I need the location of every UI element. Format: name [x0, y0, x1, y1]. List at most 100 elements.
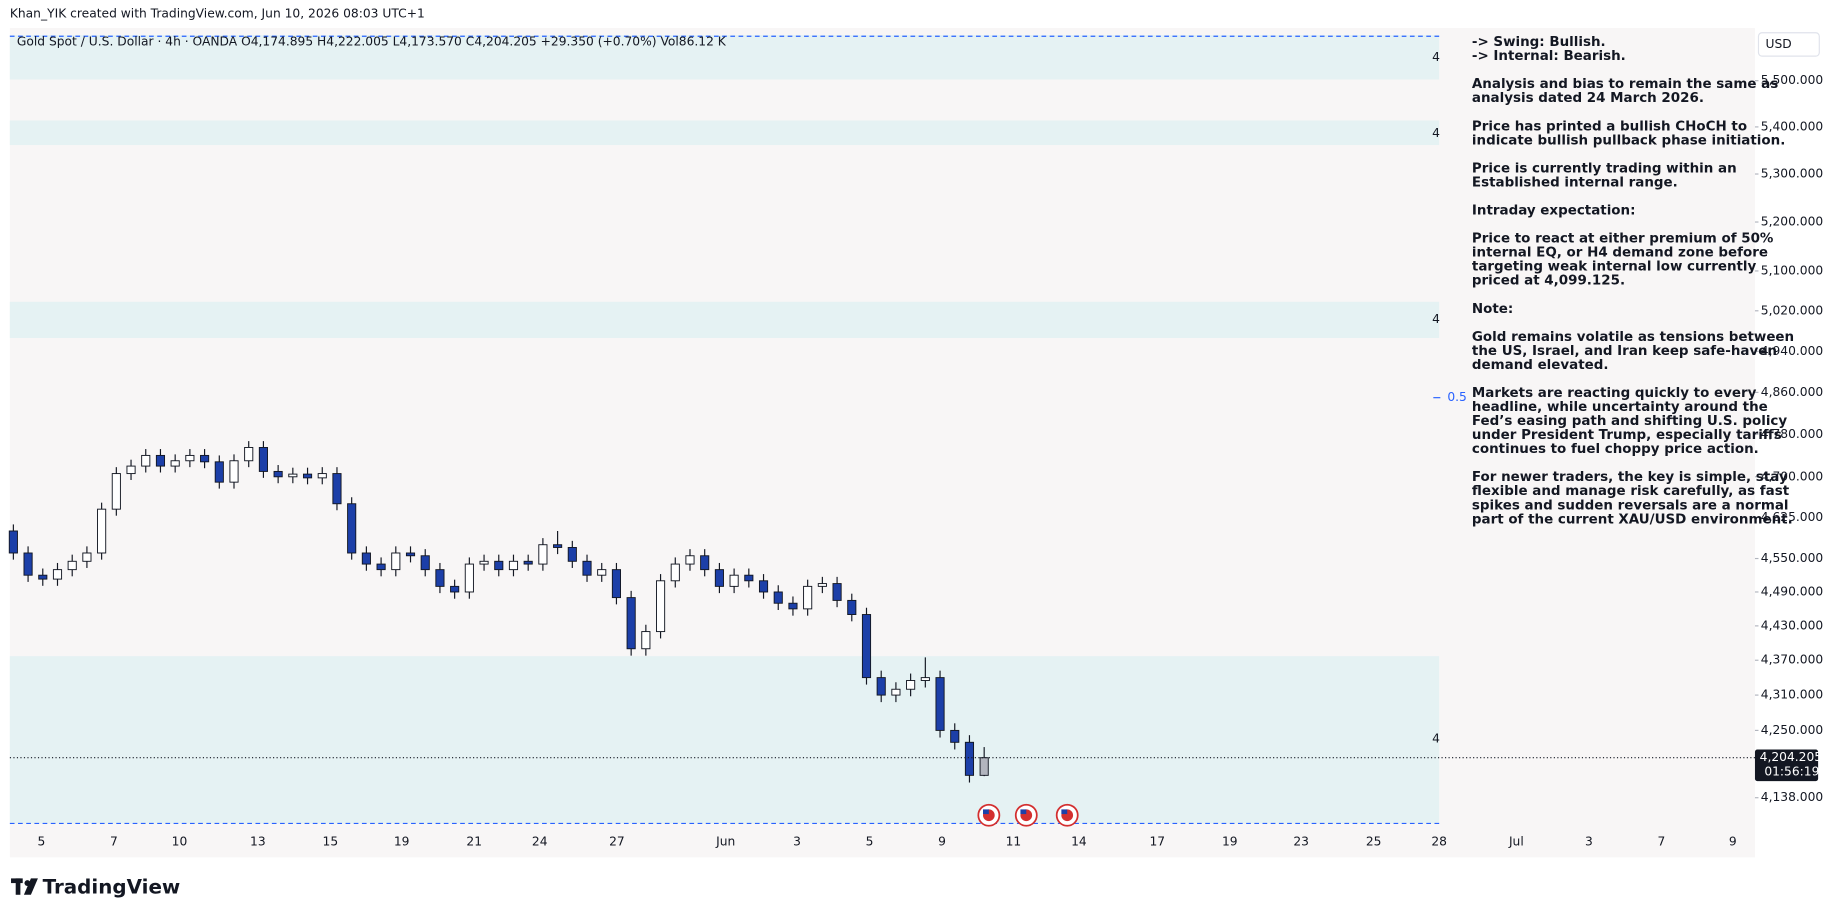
y-tick-label: 5,020.000 — [1761, 303, 1823, 317]
note-line: Intraday expectation: — [1472, 204, 1636, 219]
x-tick-label: 11 — [1006, 835, 1022, 849]
zone — [9, 35, 1440, 80]
x-tick-label: 14 — [1071, 835, 1087, 849]
note-line: Note: — [1472, 302, 1513, 317]
footer-logo-icon — [11, 878, 38, 895]
x-tick-label: 7 — [110, 835, 118, 849]
candle-body — [8, 530, 18, 554]
candle-body — [523, 560, 533, 565]
candle-body — [582, 560, 592, 576]
candle-body — [317, 473, 327, 479]
y-tick-label: 5,400.000 — [1761, 119, 1823, 133]
candle-body — [803, 585, 813, 610]
currency[interactable]: USD — [1765, 37, 1791, 51]
y-tick-label: 4,490.000 — [1761, 584, 1823, 598]
y-tick-label: 4,430.000 — [1761, 618, 1823, 632]
zone-label: 4 — [1432, 312, 1440, 326]
candle-body — [479, 560, 489, 565]
candle-body — [935, 677, 945, 731]
x-tick-label: 9 — [938, 835, 946, 849]
note-line: Gold remains volatile as tensions betwee… — [1472, 330, 1794, 345]
candle-body — [82, 552, 92, 562]
x-tick-label: 19 — [1222, 835, 1238, 849]
note-line: the US, Israel, and Iran keep safe-haven — [1472, 344, 1777, 359]
zone-label: 4 — [1432, 50, 1440, 64]
candle-body — [332, 473, 342, 505]
x-tick-label: Jul — [1508, 835, 1524, 849]
candle-body — [38, 574, 48, 580]
x-tick-label: 24 — [532, 835, 548, 849]
candle-body — [964, 741, 975, 776]
x-tick-label: 10 — [172, 835, 188, 849]
note-line: Fed’s easing path and shifting U.S. poli… — [1472, 414, 1787, 429]
currency-button[interactable] — [1757, 32, 1820, 57]
note-line: part of the current XAU/USD environment. — [1472, 512, 1793, 527]
candle-body — [773, 591, 783, 604]
candle-body — [155, 454, 166, 467]
candle-body — [420, 555, 430, 571]
last-price-box — [1754, 749, 1819, 782]
note-line: targeting weak internal low currently — [1472, 260, 1757, 275]
candle-body — [538, 544, 548, 565]
candle-body — [302, 473, 313, 479]
candle-body — [670, 563, 680, 582]
y-tick-label: 4,138.000 — [1761, 790, 1823, 804]
zone-label: 4 — [1432, 126, 1440, 140]
candle-body — [405, 552, 416, 557]
candle-body — [23, 552, 33, 576]
x-tick-label: 9 — [1729, 835, 1737, 849]
zone — [9, 120, 1440, 146]
candle-body — [52, 569, 63, 580]
candle-body — [450, 585, 460, 593]
candle-body — [508, 560, 519, 571]
candle-body — [288, 473, 298, 478]
candle-body — [744, 574, 754, 582]
x-tick-label: 3 — [793, 835, 801, 849]
note-line: indicate bullish pullback phase initiati… — [1472, 133, 1785, 148]
candle-body — [200, 454, 210, 463]
note-line: Price to react at either premium of 50% — [1472, 232, 1774, 247]
candle-body — [641, 631, 651, 650]
y-tick-label: 4,310.000 — [1761, 688, 1823, 702]
note-line: -> Swing: Bullish. — [1472, 35, 1606, 50]
y-tick-label: 5,100.000 — [1761, 263, 1823, 277]
header: Khan_YIK created with TradingView.com, J… — [10, 7, 425, 21]
note-line: flexible and manage risk carefully, as f… — [1472, 484, 1790, 499]
candle-body — [391, 552, 401, 571]
candle-body — [920, 677, 930, 681]
candle-body — [97, 508, 107, 554]
candle-body — [906, 680, 916, 690]
x-tick-label: Jun — [715, 835, 735, 849]
legend: Gold Spot / U.S. Dollar · 4h · OANDA O4,… — [17, 35, 727, 49]
y-tick-label: 4,370.000 — [1761, 653, 1823, 667]
note-line: For newer traders, the key is simple, st… — [1472, 470, 1788, 485]
candle-body — [214, 461, 224, 483]
candle-body — [258, 447, 268, 472]
note-line: Established internal range. — [1472, 175, 1678, 190]
x-tick-label: 7 — [1657, 835, 1665, 849]
y-tick-label: 4,625.000 — [1761, 510, 1823, 524]
y-tick-label: 4,250.000 — [1761, 723, 1823, 737]
candle-body — [950, 729, 960, 743]
candle-body — [361, 552, 371, 565]
note-line: Price has printed a bullish CHoCH to — [1472, 119, 1747, 134]
note-line: internal EQ, or H4 demand zone before — [1472, 246, 1768, 261]
note-line: Price is currently trading within an — [1472, 161, 1737, 176]
note-line: under President Trump, especially tariff… — [1472, 428, 1782, 443]
candle-body — [611, 569, 622, 599]
y-tick-label: 5,500.000 — [1761, 73, 1823, 87]
note-line: Analysis and bias to remain the same as — [1472, 77, 1778, 92]
y-tick-label: 5,200.000 — [1761, 215, 1823, 229]
candle-body — [891, 688, 901, 696]
candle-body — [229, 460, 239, 483]
x-tick-label: 13 — [250, 835, 266, 849]
x-tick-label: 19 — [394, 835, 410, 849]
candle-body — [170, 460, 180, 467]
x-tick-label: 25 — [1366, 835, 1382, 849]
candle-body — [244, 447, 254, 462]
x-tick-label: 15 — [323, 835, 339, 849]
candle-body — [979, 757, 989, 776]
x-tick-label: 23 — [1293, 835, 1309, 849]
x-tick-label: 3 — [1585, 835, 1593, 849]
